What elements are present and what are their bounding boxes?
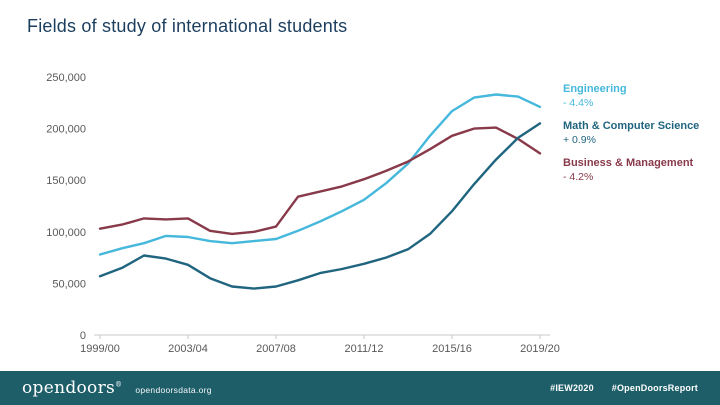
y-tick-label: 200,000 (46, 124, 86, 136)
y-tick-label: 50,000 (52, 278, 86, 290)
x-tick-label: 2019/20 (520, 343, 560, 355)
series-line-math-computer-science (98, 122, 542, 290)
opendoors-logo: opendoors® (22, 378, 122, 398)
x-tick-label: 2015/16 (432, 343, 472, 355)
x-tick-label: 1999/00 (80, 343, 120, 355)
hashtag-iew2020: #IEW2020 (550, 383, 594, 393)
legend-label-business-management: Business & Management (563, 157, 694, 169)
y-tick-label: 100,000 (46, 227, 86, 239)
registered-mark: ® (115, 380, 123, 389)
series-line-business-management (98, 126, 542, 236)
x-tick-label: 2011/12 (345, 343, 384, 355)
y-tick-label: 0 (80, 330, 86, 342)
legend-change-math-computer-science: + 0.9% (563, 134, 596, 146)
opendoors-logo-text: opendoors (22, 378, 116, 398)
legend-entry-math-computer-science: Math & Computer Science + 0.9% (563, 120, 718, 147)
x-tick-label: 2003/04 (168, 343, 208, 355)
y-tick-label: 150,000 (46, 175, 86, 187)
chart-legend: Engineering - 4.4% Math & Computer Scien… (563, 83, 718, 194)
legend-label-engineering: Engineering (563, 83, 627, 95)
footer-hashtags: #IEW2020 #OpenDoorsReport (550, 383, 698, 393)
legend-label-math-computer-science: Math & Computer Science (563, 120, 700, 132)
series-line-engineering (98, 93, 542, 256)
legend-entry-engineering: Engineering - 4.4% (563, 83, 718, 110)
x-tick-label: 2007/08 (256, 343, 296, 355)
legend-change-business-management: - 4.2% (563, 171, 594, 183)
legend-change-engineering: - 4.4% (563, 97, 594, 109)
footer-brand: opendoors® opendoorsdata.org (22, 378, 212, 398)
hashtag-opendoorsreport: #OpenDoorsReport (611, 383, 698, 393)
legend-entry-business-management: Business & Management - 4.2% (563, 157, 718, 184)
footer-bar: opendoors® opendoorsdata.org #IEW2020 #O… (0, 371, 720, 405)
page-title: Fields of study of international student… (27, 16, 348, 36)
y-tick-label: 250,000 (46, 72, 86, 84)
footer-website: opendoorsdata.org (135, 385, 212, 395)
